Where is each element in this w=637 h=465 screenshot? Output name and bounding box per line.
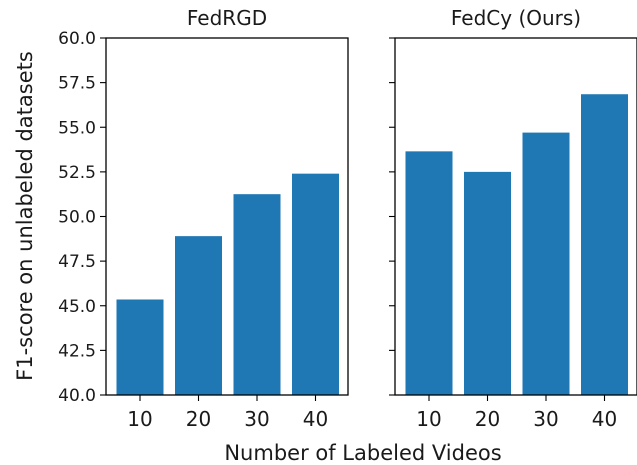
- x-ticks-fedrgd: 10 20 30 40: [127, 395, 328, 431]
- x-tick-label-fedrgd-10: 10: [127, 407, 152, 431]
- x-axis-label: Number of Labeled Videos: [224, 441, 501, 465]
- y-ticks-fedcy: [389, 37, 395, 396]
- y-tick-label: 55.0: [58, 118, 96, 138]
- x-tick-label-fedrgd-30: 30: [244, 407, 269, 431]
- bar-fedcy-30: [522, 132, 570, 395]
- panel-fedrgd: FedRGD 40.0 42.5 45.0 47.5 50.0 52.5 55.0 57.5 6…: [58, 6, 349, 431]
- x-tick-label-fedcy-30: 30: [533, 407, 558, 431]
- y-tick-label: 57.5: [58, 74, 96, 94]
- axes-frame-fedrgd: [105, 37, 349, 396]
- panel-fedcy: FedCy (Ours) 10 20 30 40: [389, 6, 637, 431]
- y-ticks-fedrgd: 40.0 42.5 45.0 47.5 50.0 52.5 55.0 57.5 60.0: [58, 29, 106, 406]
- y-tick-label: 47.5: [58, 252, 96, 272]
- axes-frame-fedcy: [394, 37, 637, 396]
- x-ticks-fedcy: 10 20 30 40: [416, 395, 617, 431]
- bar-fedrgd-40: [292, 173, 339, 395]
- x-tick-label-fedcy-20: 20: [475, 407, 500, 431]
- bar-group-fedcy: [405, 94, 628, 396]
- bar-fedrgd-30: [233, 194, 281, 395]
- x-tick-label-fedrgd-40: 40: [303, 407, 328, 431]
- x-tick-label-fedrgd-20: 20: [186, 407, 211, 431]
- y-tick-label: 50.0: [58, 208, 96, 228]
- panel-title-fedrgd: FedRGD: [187, 6, 267, 30]
- y-tick-label: 40.0: [58, 386, 96, 406]
- bar-fedrgd-20: [175, 236, 222, 395]
- y-tick-label: 42.5: [58, 341, 96, 361]
- bar-fedcy-10: [405, 151, 453, 395]
- x-tick-label-fedcy-10: 10: [416, 407, 441, 431]
- y-axis-label: F1-score on unlabeled datasets: [13, 51, 37, 381]
- bar-group-fedrgd: [116, 173, 339, 395]
- y-tick-label: 60.0: [58, 29, 96, 49]
- panel-title-fedcy: FedCy (Ours): [451, 6, 581, 30]
- y-tick-label: 52.5: [58, 163, 96, 183]
- bar-fedcy-20: [464, 171, 511, 396]
- bar-fedrgd-10: [116, 299, 164, 395]
- bar-fedcy-40: [581, 94, 628, 395]
- y-tick-label: 45.0: [58, 297, 96, 317]
- x-tick-label-fedcy-40: 40: [592, 407, 617, 431]
